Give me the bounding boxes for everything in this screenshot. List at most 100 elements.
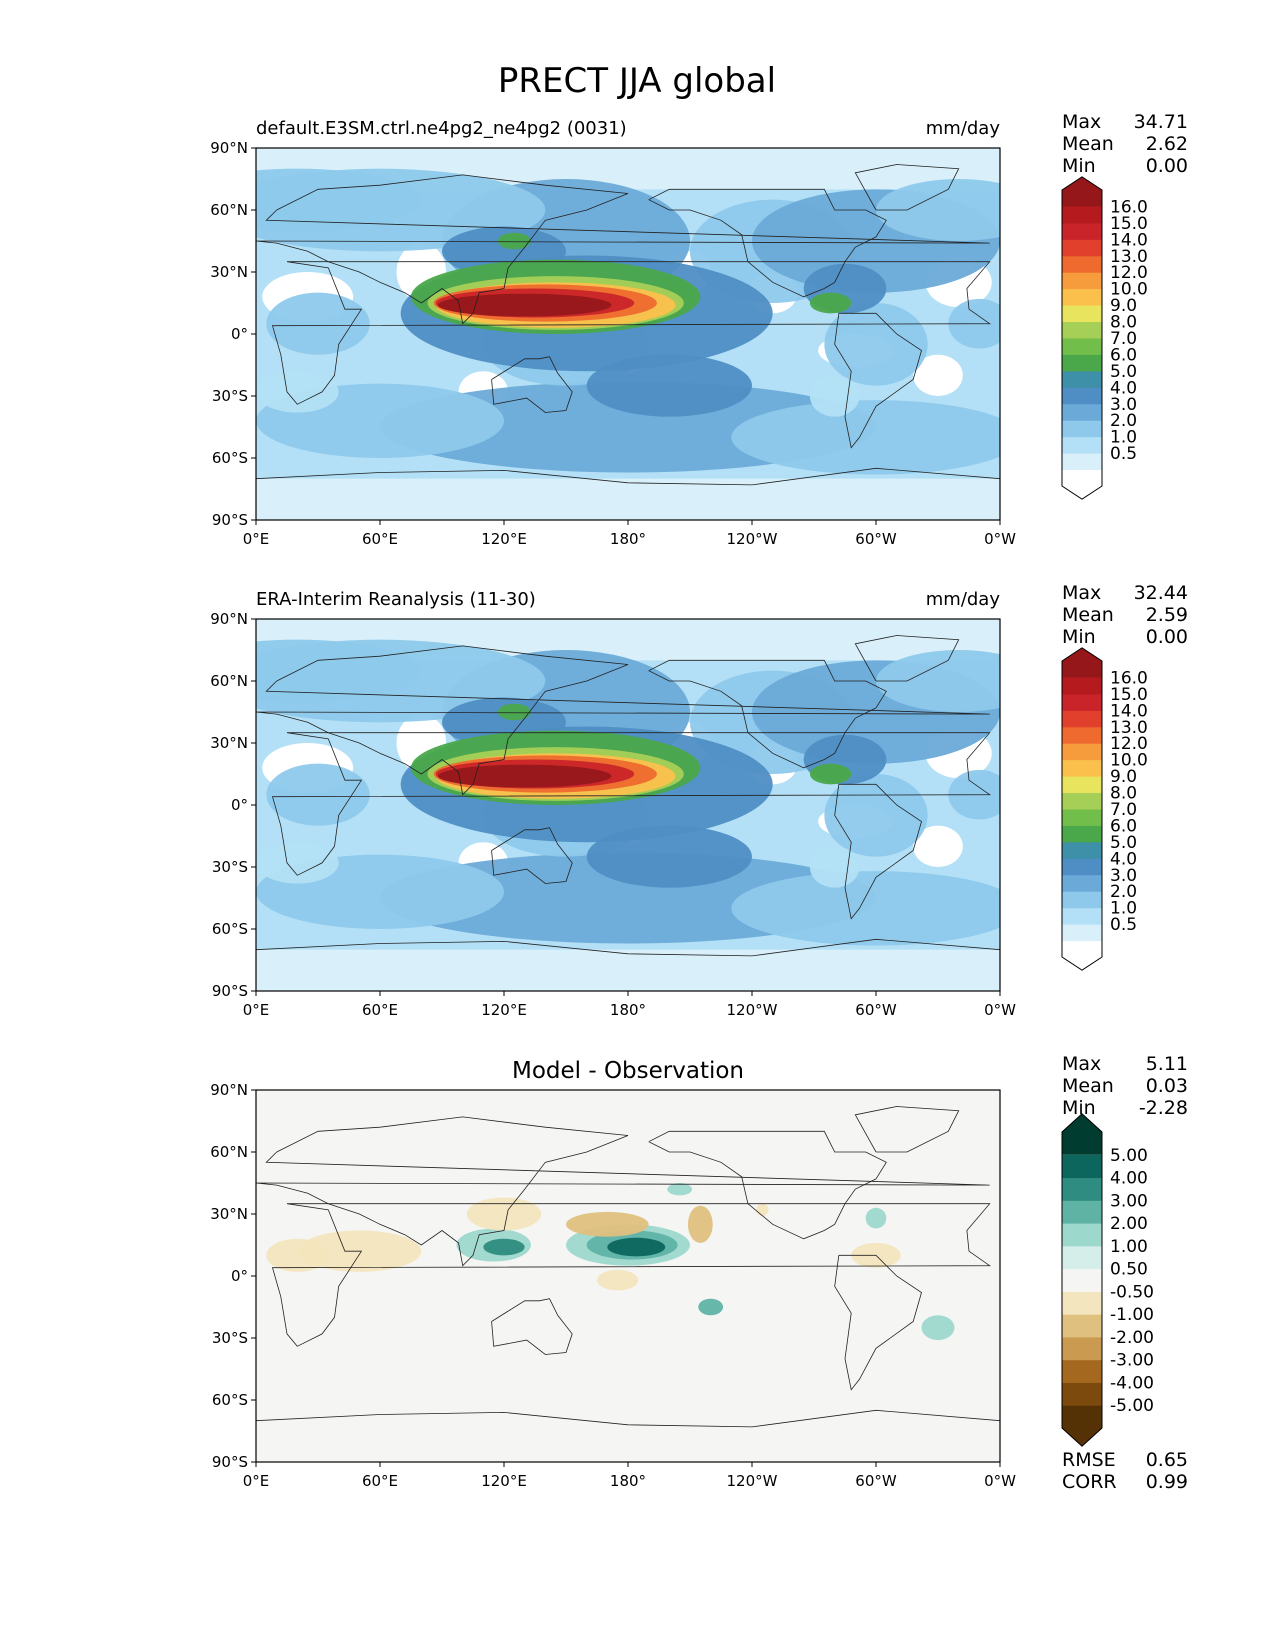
diff-region bbox=[266, 1238, 329, 1272]
map-field bbox=[256, 1090, 1000, 1462]
lat-tick-label: 0° bbox=[231, 325, 248, 343]
lat-tick-label: 30°N bbox=[210, 263, 248, 281]
diff-region bbox=[921, 1315, 955, 1341]
stat-value: 0.03 bbox=[1146, 1075, 1188, 1097]
figure-title: PRECT JJA global bbox=[498, 61, 776, 101]
colorbar-label: 8.0 bbox=[1110, 313, 1137, 333]
colorbar-label: 6.0 bbox=[1110, 816, 1137, 836]
diff-region bbox=[597, 1269, 639, 1291]
colorbar: 16.015.014.013.012.010.09.08.07.06.05.04… bbox=[1061, 176, 1148, 500]
precip-region bbox=[586, 825, 752, 888]
stat-value: -2.28 bbox=[1139, 1097, 1188, 1119]
colorbar-outline bbox=[1061, 176, 1103, 500]
coastline bbox=[648, 188, 887, 298]
precip-region bbox=[809, 292, 852, 314]
stat-label: Min bbox=[1062, 155, 1096, 177]
colorbar-segment bbox=[1062, 1314, 1102, 1338]
colorbar-label: 7.0 bbox=[1110, 800, 1137, 820]
lon-tick-label: 60°E bbox=[362, 530, 398, 548]
colorbar-segment bbox=[1062, 436, 1102, 454]
colorbar-label: 3.0 bbox=[1110, 395, 1137, 415]
precip-region bbox=[256, 842, 339, 884]
dry-region bbox=[913, 825, 963, 867]
colorbar-label: 5.0 bbox=[1110, 362, 1137, 382]
lat-tick-label: 60°N bbox=[210, 1143, 248, 1161]
lon-tick-label: 60°E bbox=[362, 1472, 398, 1490]
colorbar-segment bbox=[1062, 403, 1102, 421]
colorbar-segment bbox=[1062, 809, 1102, 826]
lat-tick-label: 0° bbox=[231, 796, 248, 814]
colorbar-label: 15.0 bbox=[1110, 214, 1148, 234]
colorbar-segment bbox=[1062, 305, 1102, 323]
panel-difference: 0°E 60°E 120°E 180° 120°W 60°W 0°W 90°N 60°N 30°N… bbox=[210, 1053, 1188, 1493]
lon-tick-label: 60°W bbox=[855, 1001, 897, 1019]
lat-tick-label: 90°N bbox=[210, 610, 248, 628]
lon-tick-label: 120°E bbox=[481, 1001, 527, 1019]
precip-region bbox=[876, 179, 1000, 241]
coastline bbox=[256, 1116, 990, 1267]
lat-tick-label: 90°S bbox=[212, 982, 248, 1000]
coastline bbox=[271, 261, 991, 405]
diff-region bbox=[667, 1183, 693, 1196]
colorbar-label: -3.00 bbox=[1110, 1351, 1154, 1371]
colorbar-segment bbox=[1062, 1268, 1102, 1292]
stat-label: Min bbox=[1062, 626, 1096, 648]
colorbar-label: 1.0 bbox=[1110, 899, 1137, 919]
lat-tick-label: 30°S bbox=[212, 858, 248, 876]
lon-tick-label: 60°E bbox=[362, 1001, 398, 1019]
lat-tick-label: 90°S bbox=[212, 1453, 248, 1471]
colorbar-label: 4.00 bbox=[1110, 1169, 1148, 1189]
stat-label: Max bbox=[1062, 111, 1101, 133]
colorbar-label: 15.0 bbox=[1110, 685, 1148, 705]
precip-region bbox=[266, 763, 370, 826]
coastline bbox=[256, 1409, 1000, 1428]
field-band bbox=[256, 949, 1000, 991]
colorbar-segment bbox=[1062, 387, 1102, 405]
stat-value: 32.44 bbox=[1134, 582, 1188, 604]
colorbar-segment bbox=[1062, 891, 1102, 909]
precip-region bbox=[437, 293, 612, 317]
colorbar-label: 16.0 bbox=[1110, 668, 1148, 688]
coastline bbox=[834, 312, 922, 449]
coastline bbox=[256, 938, 1000, 957]
colorbar-segment bbox=[1062, 1200, 1102, 1224]
lat-tick-label: 30°N bbox=[210, 734, 248, 752]
precip-region bbox=[809, 846, 860, 888]
precip-region bbox=[497, 232, 531, 250]
colorbar-segment bbox=[1062, 1291, 1102, 1315]
lon-tick-label: 0°E bbox=[243, 1472, 270, 1490]
colorbar-label: 12.0 bbox=[1110, 734, 1148, 754]
colorbar-label: 14.0 bbox=[1110, 701, 1148, 721]
lat-tick-label: 60°S bbox=[212, 449, 248, 467]
colorbar-segment bbox=[1062, 1177, 1102, 1201]
colorbar-outline bbox=[1061, 1113, 1103, 1447]
precip-region bbox=[256, 639, 422, 702]
colorbar: 16.015.014.013.012.010.09.08.07.06.05.04… bbox=[1061, 647, 1148, 971]
lat-tick-label: 0° bbox=[231, 1267, 248, 1285]
precip-region bbox=[497, 703, 531, 721]
colorbar-segment bbox=[1062, 1405, 1102, 1447]
colorbar-segment bbox=[1062, 710, 1102, 728]
colorbar-label: 0.5 bbox=[1110, 444, 1137, 464]
diff-region bbox=[566, 1211, 649, 1237]
colorbar-segment bbox=[1062, 272, 1102, 290]
colorbar-segment bbox=[1062, 206, 1102, 224]
colorbar-segment bbox=[1062, 288, 1102, 306]
colorbar-segment bbox=[1062, 776, 1102, 794]
precip-region bbox=[266, 292, 370, 355]
lat-tick-label: 60°S bbox=[212, 1391, 248, 1409]
colorbar-segment bbox=[1062, 907, 1102, 925]
colorbar-segment bbox=[1062, 338, 1102, 355]
lon-tick-label: 120°W bbox=[727, 530, 778, 548]
lat-tick-label: 90°S bbox=[212, 511, 248, 529]
colorbar-segment bbox=[1062, 1154, 1102, 1179]
stat-value: 0.00 bbox=[1146, 626, 1188, 648]
colorbar-segment bbox=[1062, 1359, 1102, 1383]
colorbar-segment bbox=[1062, 693, 1102, 711]
lon-tick-label: 120°W bbox=[727, 1472, 778, 1490]
stat-label: Mean bbox=[1062, 1075, 1114, 1097]
stat-value: 2.62 bbox=[1146, 133, 1188, 155]
lon-tick-label: 180° bbox=[610, 1001, 646, 1019]
colorbar-segment bbox=[1062, 792, 1102, 810]
diff-region bbox=[466, 1197, 542, 1231]
